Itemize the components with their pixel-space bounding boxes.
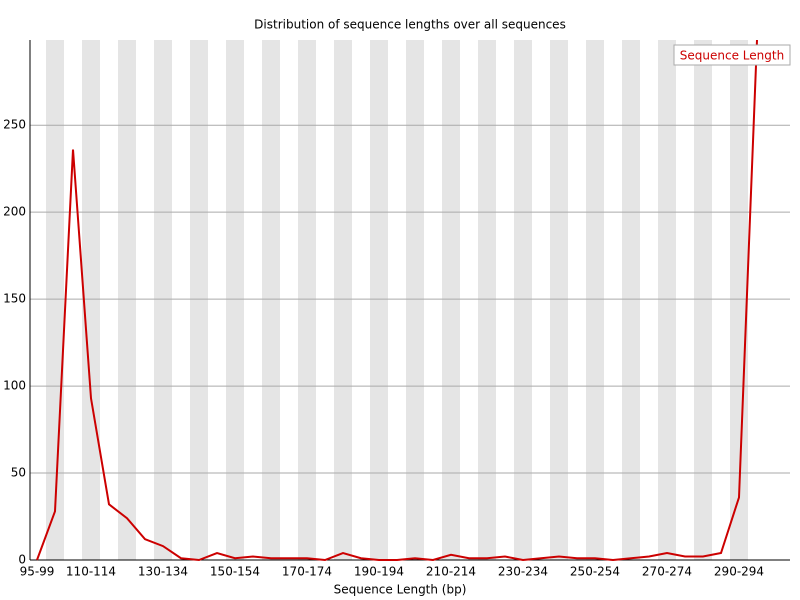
- y-tick-label: 0: [18, 553, 26, 567]
- stripe: [154, 40, 172, 560]
- stripe: [226, 40, 244, 560]
- stripe: [190, 40, 208, 560]
- x-tick-label: 150-154: [210, 565, 260, 579]
- x-tick-label: 230-234: [498, 565, 548, 579]
- stripe: [262, 40, 280, 560]
- stripe: [730, 40, 748, 560]
- legend: Sequence Length: [673, 44, 791, 66]
- stripe: [406, 40, 424, 560]
- x-tick-label: 270-274: [642, 565, 692, 579]
- stripe: [334, 40, 352, 560]
- stripe: [442, 40, 460, 560]
- stripe: [550, 40, 568, 560]
- y-tick-label: 150: [3, 292, 26, 306]
- stripe: [514, 40, 532, 560]
- stripe: [370, 40, 388, 560]
- stripe: [298, 40, 316, 560]
- x-tick-label: 210-214: [426, 565, 476, 579]
- x-tick-label: 170-174: [282, 565, 332, 579]
- x-tick-label: 190-194: [354, 565, 404, 579]
- chart-title: Distribution of sequence lengths over al…: [254, 18, 566, 32]
- y-tick-label: 50: [11, 466, 26, 480]
- x-axis-label: Sequence Length (bp): [334, 583, 467, 597]
- stripe: [586, 40, 604, 560]
- stripe: [622, 40, 640, 560]
- stripe: [478, 40, 496, 560]
- legend-box: [673, 44, 791, 66]
- x-tick-label: 290-294: [714, 565, 764, 579]
- stripe: [118, 40, 136, 560]
- y-tick-label: 100: [3, 379, 26, 393]
- legend-label: Sequence Length: [680, 49, 784, 63]
- x-tick-label: 130-134: [138, 565, 188, 579]
- x-tick-label: 110-114: [66, 565, 116, 579]
- series-line: [36, 39, 758, 562]
- x-tick-label: 95-99: [20, 565, 55, 579]
- y-tick-label: 200: [3, 205, 26, 219]
- stripe: [658, 40, 676, 560]
- x-tick-label: 250-254: [570, 565, 620, 579]
- stripe: [46, 40, 64, 560]
- stripe: [694, 40, 712, 560]
- y-tick-label: 250: [3, 118, 26, 132]
